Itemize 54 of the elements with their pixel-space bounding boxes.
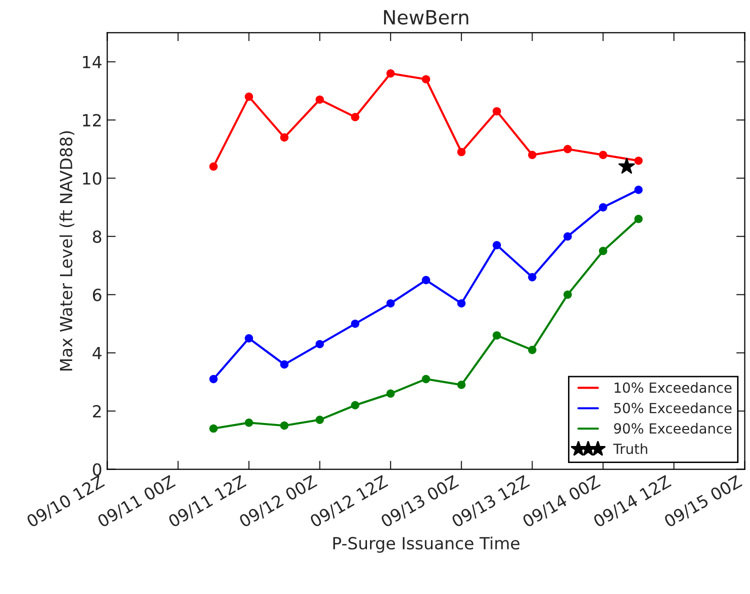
point	[244, 92, 254, 101]
point	[564, 144, 572, 154]
point	[528, 272, 536, 282]
point	[457, 380, 466, 390]
point	[598, 150, 608, 160]
point	[209, 162, 218, 171]
legend-label: 50% Exceedance	[614, 402, 732, 414]
point	[528, 150, 536, 160]
point	[386, 299, 395, 308]
point	[386, 69, 395, 78]
point	[598, 246, 608, 256]
y-tick-label: 0	[92, 463, 102, 476]
y-tick-label: 6	[92, 288, 102, 302]
point	[457, 299, 466, 308]
legend-label: 90% Exceedance	[614, 422, 732, 434]
point	[422, 75, 430, 84]
y-tick-label: 4	[92, 347, 102, 360]
point	[280, 133, 288, 142]
point	[244, 418, 254, 427]
point	[351, 401, 360, 410]
point	[564, 290, 572, 299]
point	[422, 276, 430, 284]
point	[351, 320, 360, 328]
point	[634, 156, 643, 165]
point	[634, 186, 643, 194]
y-axis-title: Max Water Level (ft NAVD88)	[59, 131, 74, 370]
point	[244, 334, 254, 342]
point	[280, 421, 288, 430]
point	[280, 360, 288, 369]
y-tick-label: 12	[83, 114, 101, 126]
point	[422, 374, 430, 384]
y-tick-label: 2	[93, 405, 101, 418]
point	[492, 240, 501, 250]
point	[209, 374, 218, 384]
x-axis-title: P-Surge Issuance Time	[333, 536, 520, 553]
point	[316, 340, 324, 348]
point	[634, 214, 643, 224]
point	[528, 346, 536, 354]
point	[492, 107, 501, 116]
point	[492, 331, 501, 340]
chart-title: NewBern	[384, 10, 468, 25]
point	[209, 424, 218, 433]
point	[457, 148, 466, 156]
y-tick-label: 14	[83, 56, 102, 68]
point	[316, 95, 324, 104]
point	[598, 203, 608, 212]
legend-label: 10% Exceedance	[614, 382, 732, 393]
y-tick-label: 8	[92, 230, 102, 243]
legend-label: Truth	[613, 443, 648, 454]
point	[316, 416, 324, 424]
point	[564, 232, 572, 241]
y-tick-label: 10	[83, 172, 102, 185]
point	[386, 389, 395, 398]
point	[351, 112, 360, 122]
